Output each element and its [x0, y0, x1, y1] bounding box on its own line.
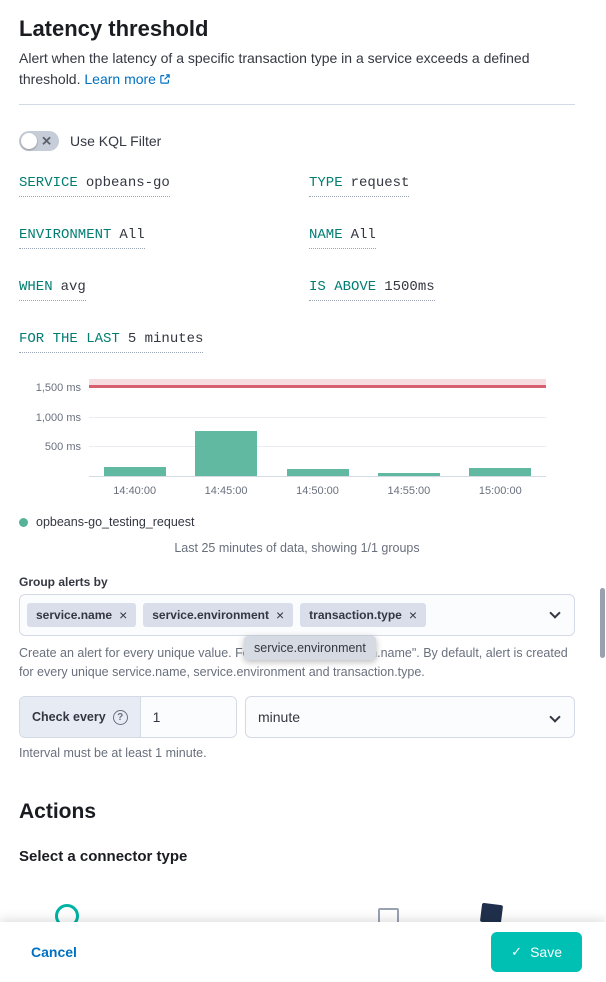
x-axis-tick-label: 14:50:00	[296, 485, 339, 497]
section-divider	[19, 104, 575, 105]
learn-more-link[interactable]: Learn more	[84, 71, 171, 87]
cancel-button[interactable]: Cancel	[31, 944, 77, 960]
expression-type[interactable]: TYPE request	[309, 175, 410, 197]
kql-filter-label: Use KQL Filter	[70, 133, 162, 149]
expression-is-above[interactable]: IS ABOVE 1500ms	[309, 279, 435, 301]
chart-bar	[103, 467, 166, 476]
remove-badge-icon[interactable]: ×	[119, 607, 128, 623]
flyout-footer: Cancel ✓ Save	[0, 922, 606, 982]
group-by-help-wrap: Create an alert for every unique value. …	[19, 636, 575, 682]
chart-bar	[286, 469, 349, 476]
y-axis-tick-label: 500 ms	[44, 441, 81, 454]
x-axis-tick-label: 14:45:00	[204, 485, 248, 497]
chart-bar	[469, 468, 532, 476]
expression-service[interactable]: SERVICE opbeans-go	[19, 175, 170, 197]
check-every-group: Check every ?	[19, 696, 237, 738]
interval-unit-select[interactable]: minute	[245, 696, 575, 738]
alert-expression-grid: SERVICE opbeans-go TYPE request ENVIRONMEN…	[19, 175, 575, 353]
check-every-label: Check every	[32, 710, 106, 724]
y-axis-tick-label: 1,500 ms	[35, 382, 81, 395]
connector-card-icon[interactable]	[479, 902, 504, 922]
chart-y-axis: 500 ms 1,000 ms 1,500 ms	[19, 379, 89, 477]
expression-for-the-last[interactable]: FOR THE LAST 5 minutes	[19, 331, 204, 353]
toggle-knob	[21, 133, 37, 149]
actions-heading: Actions	[19, 800, 97, 823]
chart-plot-area	[89, 379, 546, 477]
group-by-badge: service.environment ×	[143, 603, 294, 627]
group-by-combobox[interactable]: service.name × service.environment × trans…	[19, 594, 575, 636]
page-title: Latency threshold	[19, 16, 209, 41]
legend-dot-icon	[19, 517, 28, 527]
group-alerts-by-label: Group alerts by	[19, 575, 108, 589]
check-interval-input[interactable]	[140, 697, 236, 737]
chart-x-axis: 14:40:00 14:45:00 14:50:00 14:55:00 15:00:00	[89, 477, 546, 499]
kql-filter-toggle[interactable]: ✕	[19, 131, 59, 151]
y-axis-tick-label: 1,000 ms	[35, 411, 81, 424]
scrollbar-thumb[interactable]	[600, 588, 605, 658]
chart-bar	[195, 430, 258, 476]
y-axis-spacer	[19, 477, 89, 499]
connector-card-icon[interactable]	[55, 904, 79, 922]
expression-environment[interactable]: ENVIRONMENT All	[19, 227, 145, 249]
chevron-down-icon	[549, 711, 561, 723]
expression-name[interactable]: NAME All	[309, 227, 376, 249]
flyout-body: Latency threshold Alert when the latency…	[19, 16, 575, 922]
chart-gridline	[89, 416, 546, 418]
interval-helper-text: Interval must be at least 1 minute.	[19, 746, 207, 760]
toggle-off-icon: ✕	[41, 133, 52, 149]
x-axis-tick-label: 15:00:00	[478, 485, 522, 497]
chart-bar	[377, 473, 440, 476]
connector-card-icon[interactable]	[378, 908, 399, 922]
group-by-badge: service.name ×	[27, 603, 137, 627]
badge-tooltip: service.environment	[244, 636, 376, 660]
check-icon: ✓	[511, 944, 523, 959]
legend-label: opbeans-go_testing_request	[36, 515, 195, 529]
interval-unit-value: minute	[258, 709, 301, 725]
chevron-down-icon[interactable]	[549, 607, 561, 619]
chart-gridline	[89, 445, 546, 447]
expression-when[interactable]: WHEN avg	[19, 279, 86, 301]
chart-legend[interactable]: opbeans-go_testing_request	[19, 515, 575, 529]
remove-badge-icon[interactable]: ×	[408, 607, 418, 623]
description-text: Alert when the latency of a specific tra…	[19, 50, 530, 87]
x-axis-tick-label: 14:40:00	[113, 485, 157, 497]
page-description: Alert when the latency of a specific tra…	[19, 48, 575, 90]
question-in-circle-icon[interactable]: ?	[112, 709, 128, 725]
remove-badge-icon[interactable]: ×	[275, 607, 285, 623]
external-link-icon	[160, 74, 170, 84]
check-every-prepend: Check every ?	[20, 697, 141, 737]
connector-type-subtitle: Select a connector type	[19, 848, 188, 865]
group-by-badge: transaction.type ×	[300, 603, 427, 627]
threshold-fill-area	[89, 379, 546, 389]
save-button[interactable]: ✓ Save	[491, 932, 582, 972]
latency-preview-chart: 500 ms 1,000 ms 1,500 ms 14:40:00 14:45:00 1…	[19, 379, 575, 555]
check-interval-row: Check every ? minute	[19, 696, 575, 738]
threshold-line	[89, 385, 546, 389]
kql-filter-row: ✕ Use KQL Filter	[19, 131, 575, 151]
chart-caption: Last 25 minutes of data, showing 1/1 gro…	[174, 541, 420, 555]
x-axis-tick-label: 14:55:00	[387, 485, 431, 497]
